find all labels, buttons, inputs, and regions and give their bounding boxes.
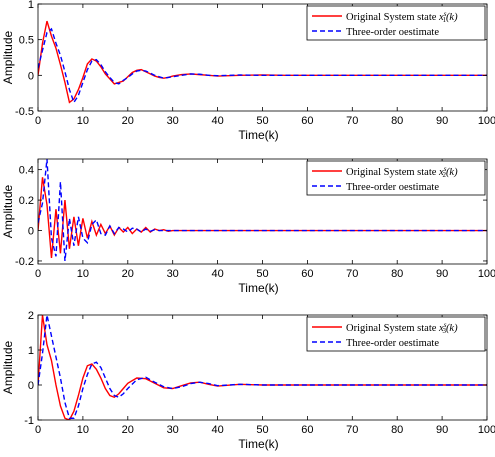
y-tick-label: 0	[28, 226, 34, 238]
y-axis-label: Amplitude	[1, 185, 15, 239]
series-line-original	[38, 20, 487, 104]
y-tick-label: 0	[28, 70, 34, 82]
legend-label-original: Original System state xs 3(k)	[346, 321, 458, 335]
x-tick-label: 70	[346, 268, 358, 280]
x-tick-label: 50	[256, 268, 268, 280]
x-tick-label: 60	[301, 268, 313, 280]
chart-panel-3: 0 10 20 30 40 50 60 70 80 90 100-1012Time(k)Amplit…	[1, 310, 495, 451]
x-tick-label: 50	[256, 115, 268, 127]
chart-panel-2: 0 10 20 30 40 50 60 70 80 90 100-0.200.20.4Time(k)…	[1, 158, 495, 295]
y-tick-label: 1	[28, 345, 34, 357]
x-axis-label: Time(k)	[238, 437, 278, 451]
x-tick-label: 40	[211, 424, 223, 436]
x-tick-label: 90	[436, 268, 448, 280]
y-tick-label: -1	[24, 415, 34, 427]
x-tick-label: 40	[211, 268, 223, 280]
x-tick-label: 70	[346, 424, 358, 436]
x-tick-label: 50	[256, 424, 268, 436]
x-tick-label: 20	[122, 268, 134, 280]
x-tick-label: 60	[301, 115, 313, 127]
x-tick-label: 90	[436, 115, 448, 127]
legend-box	[306, 160, 486, 196]
x-tick-label: 100	[478, 268, 495, 280]
y-tick-label: 0.5	[19, 35, 34, 47]
y-tick-label: 2	[28, 310, 34, 322]
y-tick-label: -0.5	[15, 106, 34, 118]
legend: Original System state xs 3(k) Three-order …	[306, 316, 486, 352]
x-tick-label: 40	[211, 115, 223, 127]
x-tick-label: 20	[122, 115, 134, 127]
x-tick-label: 0	[35, 424, 41, 436]
y-tick-label: 0	[28, 380, 34, 392]
x-tick-label: 90	[436, 424, 448, 436]
series-line-estimate	[38, 315, 487, 419]
legend-label-original: Original System state xs 2(k)	[346, 165, 458, 179]
y-tick-label: -0.2	[15, 256, 34, 268]
x-tick-label: 10	[77, 115, 89, 127]
legend: Original System state xs 1(k) Three-order …	[306, 5, 486, 41]
legend-label-estimate: Three-order oestimate	[346, 27, 439, 38]
x-tick-label: 60	[301, 424, 313, 436]
x-tick-label: 80	[391, 115, 403, 127]
legend-label-estimate: Three-order oestimate	[346, 182, 439, 193]
legend-label-original: Original System state xs 1(k)	[346, 10, 458, 24]
x-tick-label: 30	[167, 268, 179, 280]
x-tick-label: 80	[391, 268, 403, 280]
y-axis-label: Amplitude	[1, 31, 15, 85]
x-tick-label: 30	[167, 115, 179, 127]
y-tick-label: 0.2	[19, 195, 34, 207]
legend-box	[306, 316, 486, 352]
x-tick-label: 10	[77, 424, 89, 436]
x-axis-label: Time(k)	[238, 128, 278, 142]
x-tick-label: 100	[478, 424, 495, 436]
x-tick-label: 20	[122, 424, 134, 436]
legend-box	[306, 5, 486, 41]
series-line-estimate	[38, 159, 487, 262]
legend: Original System state xs 2(k) Three-order …	[306, 160, 486, 196]
x-axis-label: Time(k)	[238, 281, 278, 295]
x-tick-label: 80	[391, 424, 403, 436]
x-tick-label: 70	[346, 115, 358, 127]
x-tick-label: 0	[35, 115, 41, 127]
y-tick-label: 1	[28, 0, 34, 11]
legend-label-estimate: Three-order oestimate	[346, 338, 439, 349]
x-tick-label: 0	[35, 268, 41, 280]
y-axis-label: Amplitude	[1, 341, 15, 395]
series-line-estimate	[38, 27, 487, 105]
x-tick-label: 100	[478, 115, 495, 127]
chart-panel-1: 0 10 20 30 40 50 60 70 80 90 100-0.500.51Time(k)Am…	[1, 0, 495, 142]
y-tick-label: 0.4	[19, 165, 34, 177]
x-tick-label: 10	[77, 268, 89, 280]
x-tick-label: 30	[167, 424, 179, 436]
